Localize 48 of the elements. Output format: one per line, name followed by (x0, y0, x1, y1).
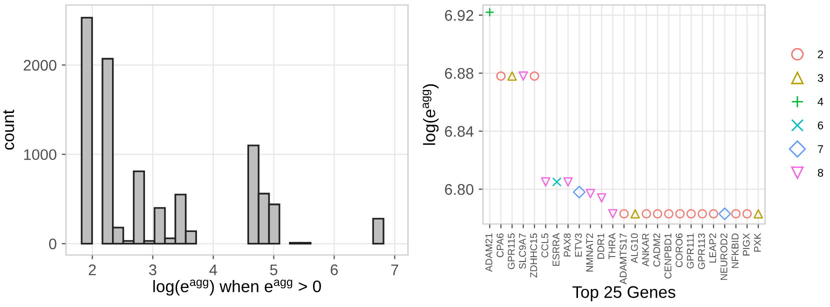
legend-label: 6 (818, 121, 824, 130)
x-tick-label: 4 (209, 264, 218, 276)
x-axis-title: Top 25 Genes (572, 286, 676, 302)
x-tick-label: 5 (270, 264, 278, 276)
x-tick-label: NMNAT2 (586, 234, 593, 272)
x-tick-label: CORO6 (676, 233, 683, 268)
x-tick-label: NFKBID (732, 233, 738, 268)
legend-label: 4 (818, 98, 824, 106)
x-tick-label: 6 (330, 264, 338, 276)
x-tick-label: PXK (754, 233, 761, 252)
x-tick-label: ZDHHC15 (530, 233, 538, 278)
y-tick-label: 6.84 (445, 126, 474, 137)
x-tick-label: CPA6 (496, 233, 504, 258)
y-tick-label: 1000 (24, 149, 56, 160)
y-tick-label: 2000 (24, 60, 56, 71)
x-tick-label: SLC9A7 (519, 234, 526, 269)
legend-label: 7 (818, 145, 824, 153)
x-tick-label: ADAMTS17 (620, 234, 627, 284)
x-tick-label: CCL5 (541, 233, 548, 258)
x-tick-label: ADAM21 (485, 234, 492, 272)
x-tick-label: ANKAR (642, 233, 649, 267)
x-tick-label: GPR115 (508, 233, 515, 270)
y-tick-label: 6.88 (445, 68, 474, 79)
x-tick-label: PIGX (742, 233, 750, 256)
x-tick-label: GPR113 (698, 233, 705, 270)
y-tick-label: 6.92 (445, 10, 474, 21)
x-tick-label: 7 (391, 264, 398, 276)
x-tick-label: ALG10 (630, 233, 638, 264)
y-tick-label: 0 (49, 238, 56, 250)
x-tick-label: PAX8 (564, 233, 571, 256)
x-tick-label: 2 (88, 264, 96, 276)
x-tick-label: DDR1 (597, 234, 604, 259)
y-axis-title: log(e$^{agg}$) (422, 84, 439, 145)
x-tick-label: THRA (608, 233, 616, 260)
y-tick-label: 6.80 (445, 184, 474, 195)
x-tick-label: ESRRA (552, 233, 560, 266)
x-axis-title: log(e$^{agg}$) when e$^{agg}$ > 0 (153, 280, 321, 296)
legend-label: 3 (818, 74, 824, 82)
x-tick-label: CADM2 (653, 234, 660, 267)
x-tick-label: GPR111 (686, 234, 694, 268)
legend-label: 8 (818, 168, 824, 177)
y-axis-title: count (3, 110, 14, 150)
legend-label: 2 (818, 50, 824, 58)
x-tick-label: CENPBD1 (664, 234, 672, 278)
x-tick-label: 3 (149, 264, 156, 276)
x-tick-label: LEAP2 (709, 234, 716, 262)
x-tick-label: NEUROD2 (720, 234, 728, 280)
x-tick-label: ETV3 (574, 233, 582, 257)
